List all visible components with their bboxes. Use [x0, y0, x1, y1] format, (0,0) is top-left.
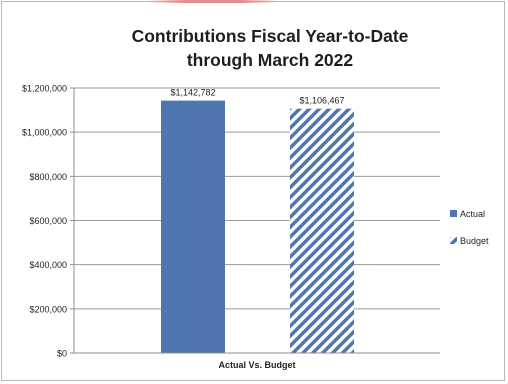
y-tick-label: $0: [57, 349, 67, 359]
y-tick-label: $200,000: [29, 304, 67, 314]
top-accent-decoration: [148, 0, 278, 3]
gridlines: [74, 87, 440, 310]
legend-label-budget: Budget: [460, 236, 489, 246]
y-axis-ticks: $0 $200,000 $400,000 $600,000 $800,000 $1,000…: [22, 84, 74, 359]
y-tick-label: $1,200,000: [22, 84, 67, 94]
bar-actual: [161, 100, 225, 353]
x-axis-label: Actual Vs. Budget: [218, 360, 295, 370]
y-tick-label: $600,000: [29, 216, 67, 226]
legend-swatch-budget: [450, 237, 457, 244]
data-labels: $1,142,782 $1,106,467: [170, 88, 344, 106]
legend: Actual Budget: [450, 209, 489, 246]
data-label-budget: $1,106,467: [299, 96, 344, 106]
bar-budget: [290, 108, 354, 353]
legend-label-actual: Actual: [460, 209, 485, 219]
chart-title-line-2: through March 2022: [187, 50, 354, 70]
bars: [161, 100, 354, 353]
y-tick-label: $800,000: [29, 172, 67, 182]
legend-swatch-actual: [450, 210, 457, 217]
y-tick-label: $1,000,000: [22, 128, 67, 138]
data-label-actual: $1,142,782: [170, 88, 215, 98]
chart-title-line-1: Contributions Fiscal Year-to-Date: [132, 26, 409, 46]
y-tick-label: $400,000: [29, 260, 67, 270]
